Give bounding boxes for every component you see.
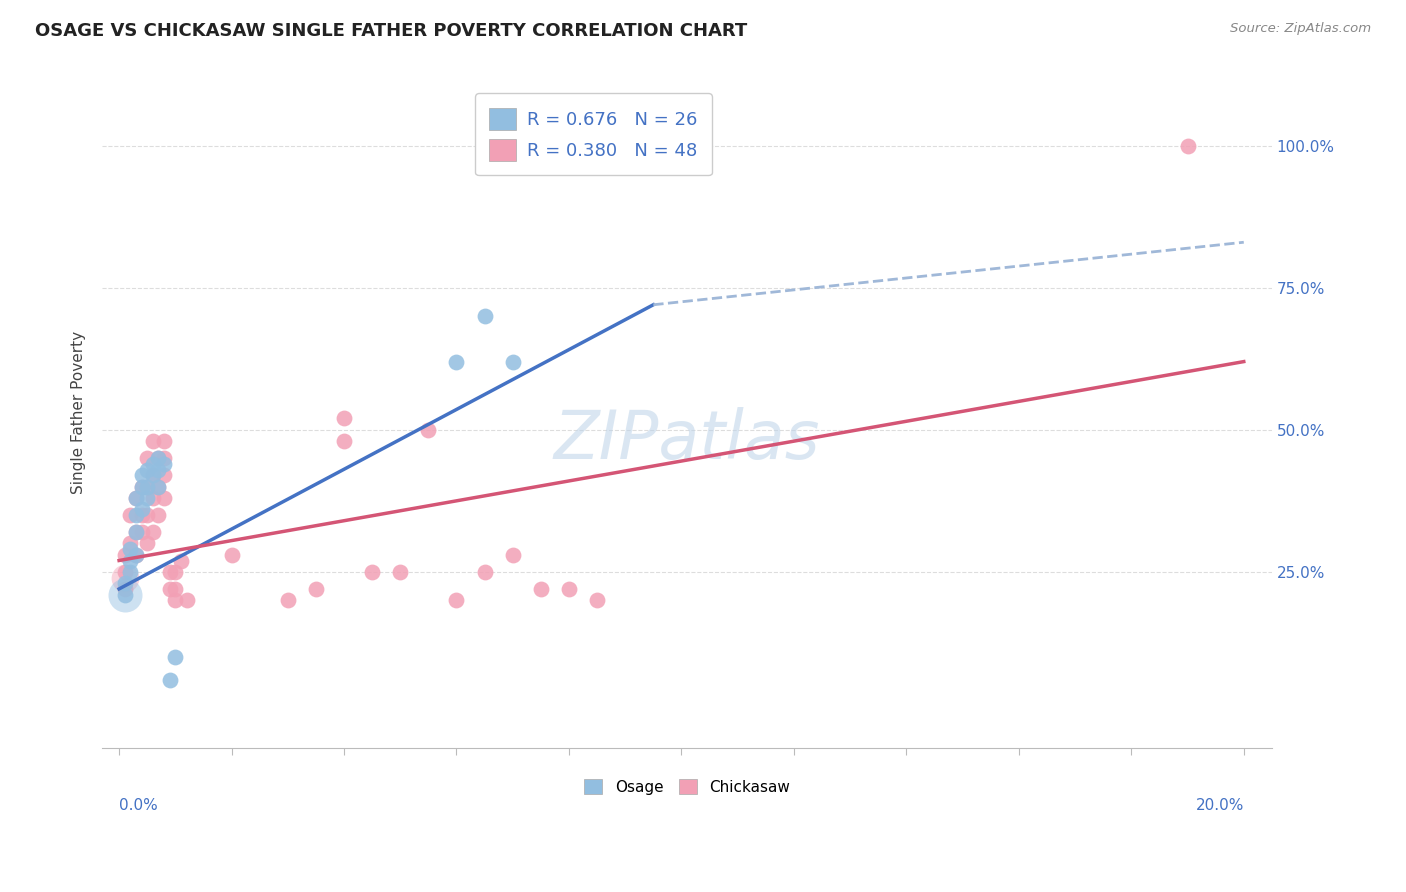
- Point: [153, 468, 176, 483]
- Point: [125, 525, 148, 540]
- Point: [131, 502, 153, 516]
- Point: [136, 536, 159, 550]
- Point: [361, 565, 384, 579]
- Point: [153, 491, 176, 505]
- Point: [142, 525, 165, 540]
- Point: [558, 582, 581, 596]
- Point: [131, 525, 153, 540]
- Point: [131, 508, 153, 522]
- Point: [136, 462, 159, 476]
- Point: [153, 451, 176, 466]
- Point: [530, 582, 553, 596]
- Point: [418, 423, 440, 437]
- Point: [474, 309, 496, 323]
- Point: [114, 588, 136, 602]
- Point: [142, 457, 165, 471]
- Point: [131, 468, 153, 483]
- Point: [125, 525, 148, 540]
- Point: [142, 468, 165, 483]
- Text: OSAGE VS CHICKASAW SINGLE FATHER POVERTY CORRELATION CHART: OSAGE VS CHICKASAW SINGLE FATHER POVERTY…: [35, 22, 748, 40]
- Point: [131, 480, 153, 494]
- Point: [120, 565, 142, 579]
- Point: [176, 593, 198, 607]
- Point: [114, 588, 136, 602]
- Point: [120, 553, 142, 567]
- Point: [114, 565, 136, 579]
- Text: Source: ZipAtlas.com: Source: ZipAtlas.com: [1230, 22, 1371, 36]
- Point: [148, 451, 170, 466]
- Point: [389, 565, 412, 579]
- Text: 20.0%: 20.0%: [1195, 798, 1244, 814]
- Point: [120, 536, 142, 550]
- Point: [586, 593, 609, 607]
- Point: [474, 565, 496, 579]
- Point: [142, 491, 165, 505]
- Point: [114, 570, 136, 584]
- Point: [114, 548, 136, 562]
- Point: [153, 457, 176, 471]
- Point: [136, 508, 159, 522]
- Point: [142, 434, 165, 449]
- Point: [502, 548, 524, 562]
- Point: [114, 582, 136, 596]
- Point: [165, 565, 187, 579]
- Point: [446, 593, 468, 607]
- Point: [148, 480, 170, 494]
- Point: [165, 593, 187, 607]
- Point: [120, 542, 142, 557]
- Point: [142, 468, 165, 483]
- Point: [153, 434, 176, 449]
- Point: [446, 354, 468, 368]
- Point: [120, 508, 142, 522]
- Point: [136, 480, 159, 494]
- Point: [333, 411, 356, 425]
- Point: [125, 491, 148, 505]
- Point: [148, 480, 170, 494]
- Point: [125, 548, 148, 562]
- Point: [136, 451, 159, 466]
- Point: [125, 508, 148, 522]
- Point: [125, 548, 148, 562]
- Text: ZIPatlas: ZIPatlas: [554, 407, 820, 473]
- Y-axis label: Single Father Poverty: Single Father Poverty: [72, 331, 86, 494]
- Point: [333, 434, 356, 449]
- Point: [159, 565, 181, 579]
- Point: [125, 491, 148, 505]
- Point: [170, 553, 193, 567]
- Point: [305, 582, 328, 596]
- Point: [159, 673, 181, 687]
- Point: [148, 462, 170, 476]
- Point: [221, 548, 243, 562]
- Point: [136, 491, 159, 505]
- Point: [148, 451, 170, 466]
- Point: [114, 576, 136, 591]
- Point: [159, 582, 181, 596]
- Point: [502, 354, 524, 368]
- Point: [165, 650, 187, 665]
- Text: 0.0%: 0.0%: [120, 798, 157, 814]
- Point: [1177, 138, 1199, 153]
- Point: [148, 508, 170, 522]
- Point: [165, 582, 187, 596]
- Point: [277, 593, 299, 607]
- Legend: Osage, Chickasaw: Osage, Chickasaw: [578, 772, 796, 801]
- Point: [136, 480, 159, 494]
- Point: [131, 480, 153, 494]
